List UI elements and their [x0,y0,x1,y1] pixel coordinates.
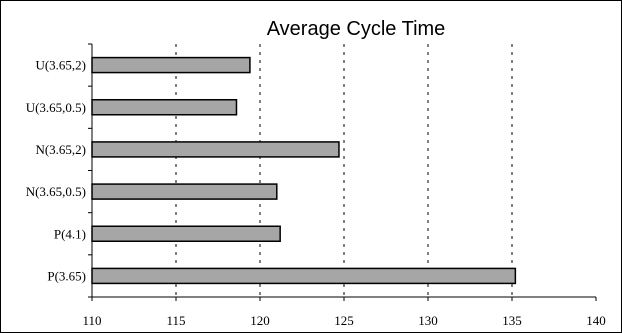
x-tick-label: 110 [82,313,101,328]
category-label: N(3.65,0.5) [26,184,86,199]
chart-title: Average Cycle Time [267,18,446,40]
x-tick-label: 140 [586,313,606,328]
bar [91,56,251,74]
bar [91,99,238,116]
x-tick-label: 130 [418,313,438,328]
category-label: P(3.65) [47,268,86,283]
category-labels: P(3.65) P(4.1) N(3.65,0.5) N(3.65,2) U(3.65,… [26,58,86,284]
axes [88,43,597,301]
x-tick-label: 125 [334,313,354,328]
bar [91,183,278,200]
x-tick-label: 135 [502,313,522,328]
grid-lines [175,44,513,297]
category-label: U(3.65,0.5) [26,100,86,115]
x-tick-labels: 110 115 120 125 130 135 140 [82,313,605,328]
x-tick-label: 120 [250,313,270,328]
x-tick-label: 115 [166,313,185,328]
category-label: N(3.65,2) [35,142,86,157]
bar [91,141,340,158]
bar [91,225,281,242]
bar [91,267,517,285]
category-label: U(3.65,2) [35,58,86,73]
category-label: P(4.1) [54,226,86,241]
